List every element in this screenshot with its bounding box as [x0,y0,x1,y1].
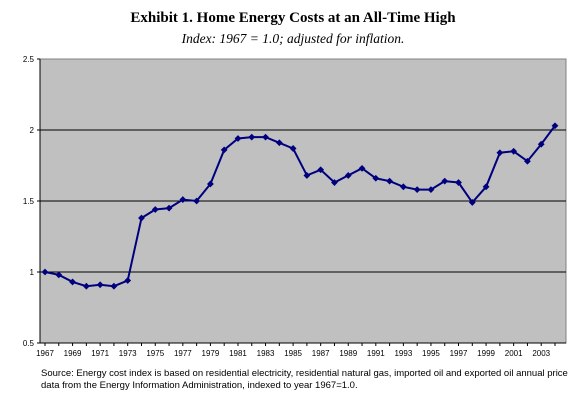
x-tick-label: 1979 [202,349,220,358]
x-tick-label: 1997 [450,349,468,358]
data-point [455,179,462,186]
data-point [468,199,476,206]
x-tick-label: 2003 [532,349,550,358]
data-point [82,282,90,290]
data-point [289,145,297,152]
y-tick-label: 2 [30,126,35,135]
data-point [317,166,325,174]
x-axis: 1967 1969 1971 1973 1975 1977 1979 1981 1983 1985… [36,342,566,358]
x-tick-label: 1989 [339,349,357,358]
data-point [193,197,201,205]
x-tick-label: 1993 [394,349,412,358]
data-point [413,186,421,194]
x-tick-label: 1983 [257,349,275,358]
data-point [138,214,145,222]
data-point [537,140,545,148]
y-axis: 0.5 1 1.5 2 2.5 [23,55,41,348]
x-tick-label: 1977 [174,349,192,358]
data-point [344,172,352,179]
data-point [234,135,242,142]
data-point [331,179,338,186]
x-tick-label: 2001 [505,349,523,358]
data-point [551,122,559,130]
data-point [110,282,118,290]
data-point [427,186,435,194]
chart-subtitle: Index: 1967 = 1.0; adjusted for inflatio… [181,31,405,46]
data-point [399,183,407,191]
data-point [303,172,311,179]
x-tick-label: 1969 [64,349,82,358]
x-tick-label: 1975 [146,349,164,358]
data-point [386,177,393,185]
data-point [275,139,283,147]
data-point [524,157,531,165]
series-layer [41,122,559,290]
x-tick-label: 1973 [119,349,137,358]
data-point [248,133,256,141]
y-tick-label: 2.5 [23,55,35,64]
x-tick-label: 1987 [312,349,330,358]
x-tick-label: 1971 [91,349,109,358]
data-point [55,271,63,279]
data-point [96,281,104,289]
data-point [482,183,490,191]
data-point [207,180,214,188]
x-tick-label: 1995 [422,349,440,358]
y-tick-label: 0.5 [23,339,35,348]
data-point [165,204,173,212]
data-point [496,149,504,157]
data-point [41,268,49,276]
data-point [179,196,187,203]
y-tick-label: 1 [30,268,35,277]
gridlines [40,129,566,273]
data-point [372,174,380,182]
energy-cost-line-chart: 0.5 1 1.5 2 2.5 1967 1969 1971 1973 1975 1977 1979… [23,55,567,358]
y-tick-label: 1.5 [23,197,35,206]
data-point [262,133,269,141]
source-note: Source: Energy cost index is based on re… [41,368,568,391]
series-line [44,125,556,288]
data-point [510,147,518,155]
data-point [151,206,159,213]
data-point [441,177,449,185]
data-point [124,277,132,284]
x-tick-label: 1985 [284,349,302,358]
data-point [69,278,76,286]
x-tick-label: 1981 [229,349,247,358]
data-point [358,164,366,172]
x-tick-label: 1991 [367,349,385,358]
x-tick-label: 1967 [36,349,54,358]
chart-title: Exhibit 1. Home Energy Costs at an All-T… [130,10,456,26]
data-point [220,146,228,154]
x-tick-label: 1999 [477,349,495,358]
